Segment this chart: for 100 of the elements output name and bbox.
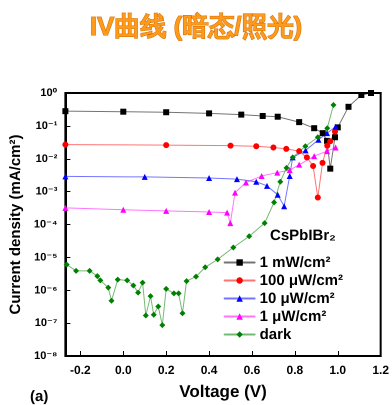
point bbox=[284, 164, 290, 171]
point bbox=[345, 104, 352, 110]
point bbox=[206, 209, 212, 215]
point bbox=[179, 310, 186, 316]
y-tick-label: 10⁻⁷ bbox=[34, 317, 58, 330]
point bbox=[332, 144, 339, 150]
legend-title: CsPbIBr₂ bbox=[270, 227, 336, 244]
point bbox=[120, 206, 126, 213]
point bbox=[62, 204, 68, 211]
point bbox=[277, 178, 284, 185]
y-tick-label: 10⁻⁴ bbox=[34, 218, 58, 230]
point bbox=[163, 109, 170, 116]
y-tick-label: 10⁻¹ bbox=[36, 120, 58, 132]
point bbox=[232, 190, 238, 196]
x-tick-label: -0.2 bbox=[70, 363, 92, 377]
x-axis-title: Voltage (V) bbox=[179, 382, 267, 401]
x-tick-label: 0.8 bbox=[286, 363, 304, 377]
point bbox=[73, 268, 80, 274]
chart-title: IV曲线 (暗态/照光) bbox=[90, 11, 302, 41]
point bbox=[184, 278, 190, 284]
point bbox=[314, 194, 321, 201]
point bbox=[176, 290, 182, 296]
legend-label: 10 μW/cm² bbox=[260, 290, 335, 307]
point bbox=[227, 220, 234, 226]
point bbox=[140, 280, 146, 286]
point bbox=[260, 112, 266, 119]
point bbox=[264, 182, 270, 189]
point bbox=[302, 143, 308, 150]
point bbox=[296, 162, 302, 168]
point bbox=[94, 273, 100, 280]
point bbox=[159, 322, 166, 328]
point bbox=[97, 277, 104, 284]
point bbox=[214, 256, 221, 262]
point bbox=[324, 142, 330, 149]
point bbox=[124, 277, 130, 284]
point bbox=[320, 160, 326, 166]
point bbox=[148, 293, 154, 300]
point bbox=[62, 142, 68, 148]
point bbox=[142, 312, 149, 319]
point bbox=[206, 110, 212, 116]
point bbox=[234, 176, 240, 182]
point bbox=[135, 290, 142, 296]
point bbox=[108, 298, 114, 304]
point bbox=[311, 153, 318, 160]
point bbox=[155, 304, 162, 310]
legend-label: 1 μW/cm² bbox=[260, 308, 326, 325]
point bbox=[324, 130, 330, 136]
point bbox=[330, 102, 336, 108]
point bbox=[253, 178, 260, 185]
x-tick-label: 1.0 bbox=[329, 363, 346, 377]
point bbox=[314, 134, 321, 140]
point bbox=[120, 108, 126, 115]
point bbox=[246, 233, 252, 240]
y-tick-label: 10⁻² bbox=[36, 152, 58, 165]
point bbox=[324, 125, 330, 132]
point bbox=[62, 108, 68, 114]
point bbox=[163, 208, 170, 214]
point bbox=[64, 262, 70, 268]
legend-label: 1 mW/cm² bbox=[260, 254, 330, 271]
point bbox=[230, 244, 236, 250]
point bbox=[86, 268, 93, 274]
point bbox=[206, 174, 212, 181]
point bbox=[274, 192, 281, 198]
point bbox=[270, 144, 276, 150]
point bbox=[281, 203, 288, 210]
point bbox=[274, 170, 280, 176]
point bbox=[130, 282, 136, 288]
y-tick-label: 10⁰ bbox=[40, 87, 58, 99]
point bbox=[327, 138, 334, 144]
point bbox=[192, 274, 199, 280]
point bbox=[170, 290, 177, 296]
y-tick-label: 10⁻⁸ bbox=[34, 350, 58, 362]
x-tick-label: 1.2 bbox=[372, 363, 390, 377]
x-tick-label: 0.2 bbox=[158, 363, 175, 377]
point bbox=[142, 174, 148, 180]
point bbox=[274, 114, 281, 120]
point bbox=[327, 166, 334, 172]
point bbox=[258, 172, 265, 179]
point bbox=[286, 167, 293, 174]
point bbox=[114, 276, 121, 283]
y-tick-label: 10⁻³ bbox=[36, 186, 58, 198]
point bbox=[311, 125, 318, 132]
point bbox=[296, 148, 302, 154]
point bbox=[150, 312, 157, 318]
y-tick-label: 10⁻⁵ bbox=[34, 251, 58, 264]
x-tick-label: 0.6 bbox=[244, 363, 261, 377]
point bbox=[368, 90, 374, 96]
point bbox=[286, 172, 293, 179]
point bbox=[224, 210, 230, 216]
point bbox=[296, 119, 302, 126]
point bbox=[238, 112, 244, 118]
text: (a) bbox=[30, 388, 48, 405]
point bbox=[271, 199, 278, 206]
point bbox=[163, 142, 170, 148]
y-tick-label: 10⁻⁶ bbox=[34, 284, 58, 296]
y-axis-title: Current density (mA/cm²) bbox=[7, 134, 24, 315]
point bbox=[62, 173, 68, 180]
point bbox=[262, 220, 268, 226]
point bbox=[228, 142, 234, 149]
legend-label: 100 μW/cm² bbox=[260, 272, 344, 289]
